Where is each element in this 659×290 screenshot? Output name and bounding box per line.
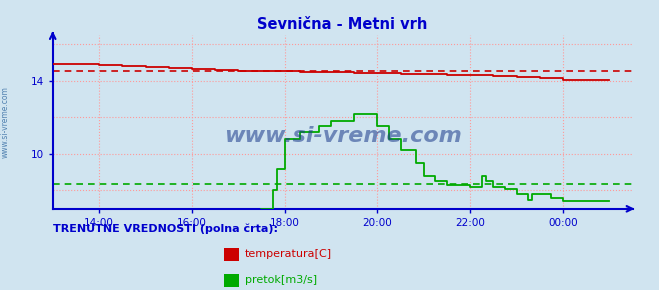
Title: Sevnična - Metni vrh: Sevnična - Metni vrh	[258, 17, 428, 32]
Text: pretok[m3/s]: pretok[m3/s]	[245, 275, 317, 285]
Text: TRENUTNE VREDNOSTI (polna črta):: TRENUTNE VREDNOSTI (polna črta):	[53, 224, 277, 234]
Text: temperatura[C]: temperatura[C]	[245, 249, 332, 259]
Text: www.si-vreme.com: www.si-vreme.com	[1, 86, 10, 158]
Text: www.si-vreme.com: www.si-vreme.com	[224, 126, 461, 146]
